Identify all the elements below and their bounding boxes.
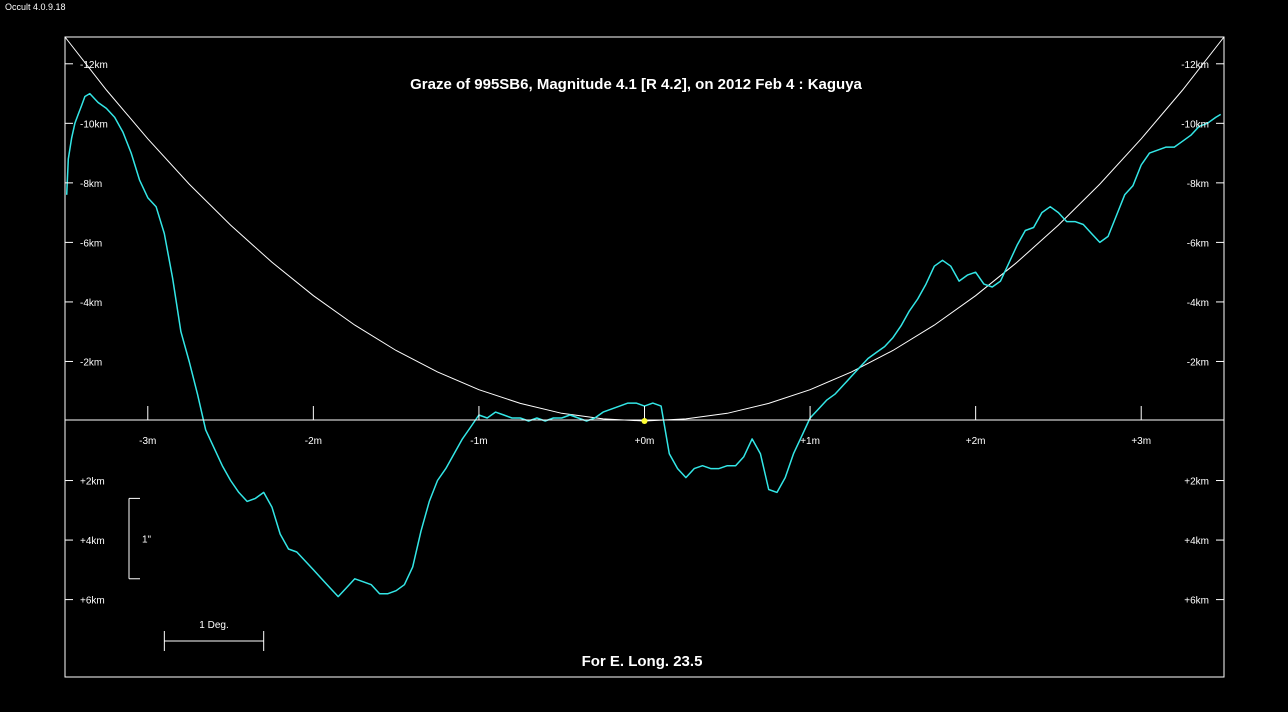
y-tick-label-left: -10km xyxy=(80,119,108,130)
chart-footer: For E. Long. 23.5 xyxy=(582,653,703,670)
y-tick-label-right: -4km xyxy=(1187,298,1209,309)
y-tick-label-right: +6km xyxy=(1184,596,1209,607)
y-tick-label-left: +2km xyxy=(80,477,105,488)
y-tick-label-right: -2km xyxy=(1187,357,1209,368)
x-tick-label: +0m xyxy=(635,436,655,447)
chart-title: Graze of 995SB6, Magnitude 4.1 [R 4.2], … xyxy=(410,76,862,93)
y-tick-label-right: -6km xyxy=(1187,238,1209,249)
y-tick-label-left: -2km xyxy=(80,357,102,368)
y-tick-label-left: +6km xyxy=(80,596,105,607)
horizontal-scale-label: 1 Deg. xyxy=(199,620,228,631)
limb-profile-line xyxy=(65,92,1222,598)
star-position-marker xyxy=(641,418,648,424)
reference-curve-layer xyxy=(64,36,1225,422)
reference-curve xyxy=(64,36,1225,422)
x-tick-label: +2m xyxy=(966,436,986,447)
scale-bars: 1" 1 Deg. xyxy=(128,497,265,651)
y-tick-label-right: +2km xyxy=(1184,477,1209,488)
y-tick-label-right: +4km xyxy=(1184,536,1209,547)
x-tick-label: -2m xyxy=(305,436,322,447)
x-tick-label: -3m xyxy=(139,436,156,447)
x-tick-label: +3m xyxy=(1131,436,1151,447)
y-tick-label-left: -8km xyxy=(80,179,102,190)
y-tick-label-right: -10km xyxy=(1181,119,1209,130)
x-tick-label: -1m xyxy=(470,436,487,447)
y-tick-label-left: +4km xyxy=(80,536,105,547)
x-ticks: -3m -2m -1m +0m +1m +2m +3m xyxy=(139,406,1151,447)
y-ticks: -12km -12km -10km -10km -8km -8km -6km -6km -4km… xyxy=(65,60,1224,607)
y-tick-label-right: -12km xyxy=(1181,60,1209,71)
y-tick-label-right: -8km xyxy=(1187,179,1209,190)
y-tick-label-left: -6km xyxy=(80,238,102,249)
app-version-label: Occult 4.0.9.18 xyxy=(5,2,66,12)
y-tick-label-left: -4km xyxy=(80,298,102,309)
x-tick-label: +1m xyxy=(800,436,820,447)
y-tick-label-left: -12km xyxy=(80,60,108,71)
limb-profile-layer xyxy=(65,92,1222,598)
plot-frame xyxy=(64,36,1225,678)
vertical-scale-label: 1" xyxy=(142,535,152,546)
